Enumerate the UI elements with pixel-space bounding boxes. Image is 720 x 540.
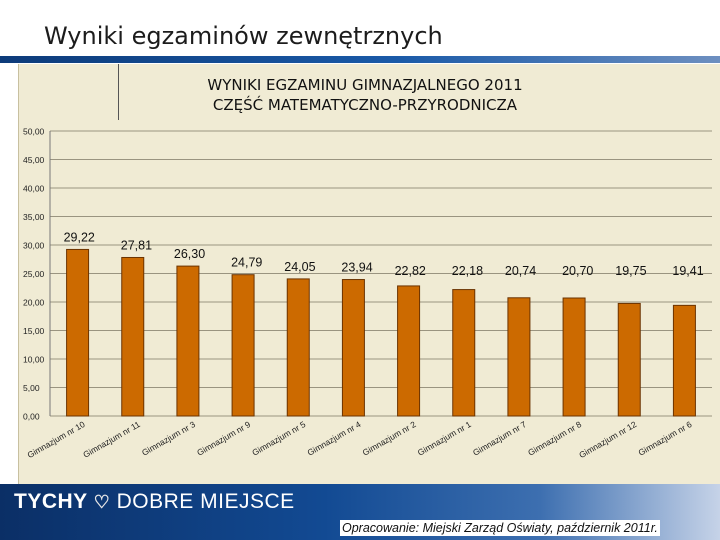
value-label: 24,05 — [284, 260, 315, 274]
y-tick-label: 25,00 — [23, 269, 45, 279]
y-tick-label: 10,00 — [23, 355, 45, 365]
category-label: Gimnazjum nr 1 — [416, 419, 473, 458]
value-label: 29,22 — [64, 230, 95, 244]
value-label: 24,79 — [231, 256, 262, 270]
category-label: Gimnazjum nr 2 — [361, 419, 418, 458]
value-label: 19,41 — [672, 264, 703, 278]
bar — [286, 278, 310, 417]
bar — [121, 256, 145, 417]
bar-chart: WYNIKI EGZAMINU GIMNAZJALNEGO 2011 CZĘŚĆ… — [23, 76, 712, 460]
category-label: Gimnazjum nr 6 — [636, 419, 693, 458]
value-label: 22,18 — [452, 264, 483, 278]
brand-left: TYCHY — [14, 490, 88, 513]
chart-title: WYNIKI EGZAMINU GIMNAZJALNEGO 2011 — [207, 76, 522, 94]
title-underline — [0, 56, 720, 63]
y-tick-label: 20,00 — [23, 298, 45, 308]
source-note: Opracowanie: Miejski Zarząd Oświaty, paź… — [340, 520, 660, 536]
y-tick-label: 0,00 — [23, 412, 40, 422]
value-label: 20,70 — [562, 264, 593, 278]
value-label: 19,75 — [615, 264, 646, 278]
y-tick-label: 30,00 — [23, 241, 45, 251]
y-tick-label: 45,00 — [23, 155, 45, 165]
y-tick-label: 15,00 — [23, 326, 45, 336]
bar — [341, 279, 365, 417]
bar — [66, 248, 90, 417]
category-label: Gimnazjum nr 3 — [140, 419, 197, 458]
bar — [617, 302, 641, 417]
bar — [231, 274, 255, 417]
bar — [397, 285, 421, 417]
category-label: Gimnazjum nr 11 — [81, 419, 142, 460]
category-label: Gimnazjum nr 9 — [195, 419, 252, 458]
y-tick-label: 35,00 — [23, 212, 45, 222]
value-label: 20,74 — [505, 264, 536, 278]
bar — [562, 297, 586, 417]
bar — [507, 297, 531, 417]
category-label: Gimnazjum nr 10 — [26, 419, 87, 460]
brand-logo: TYCHY ♡ DOBRE MIEJSCE — [14, 490, 295, 514]
bar — [672, 304, 696, 417]
value-label: 27,81 — [121, 238, 152, 252]
bar — [452, 289, 476, 417]
panel-divider — [118, 64, 119, 120]
category-label: Gimnazjum nr 8 — [526, 419, 583, 458]
y-tick-label: 5,00 — [23, 383, 40, 393]
category-label: Gimnazjum nr 12 — [577, 419, 638, 460]
value-label: 23,94 — [341, 261, 372, 275]
brand-right: DOBRE MIEJSCE — [116, 490, 295, 513]
slide-title: Wyniki egzaminów zewnętrznych — [44, 22, 443, 50]
y-tick-label: 40,00 — [23, 184, 45, 194]
category-label: Gimnazjum nr 4 — [305, 419, 362, 458]
category-label: Gimnazjum nr 5 — [250, 419, 307, 458]
y-tick-label: 50,00 — [23, 127, 45, 137]
chart-subtitle: CZĘŚĆ MATEMATYCZNO-PRZYRODNICZA — [213, 95, 518, 114]
heart-icon: ♡ — [93, 492, 111, 512]
value-label: 26,30 — [174, 247, 205, 261]
category-label: Gimnazjum nr 7 — [471, 419, 528, 458]
bar — [176, 265, 200, 417]
value-label: 22,82 — [395, 264, 426, 278]
